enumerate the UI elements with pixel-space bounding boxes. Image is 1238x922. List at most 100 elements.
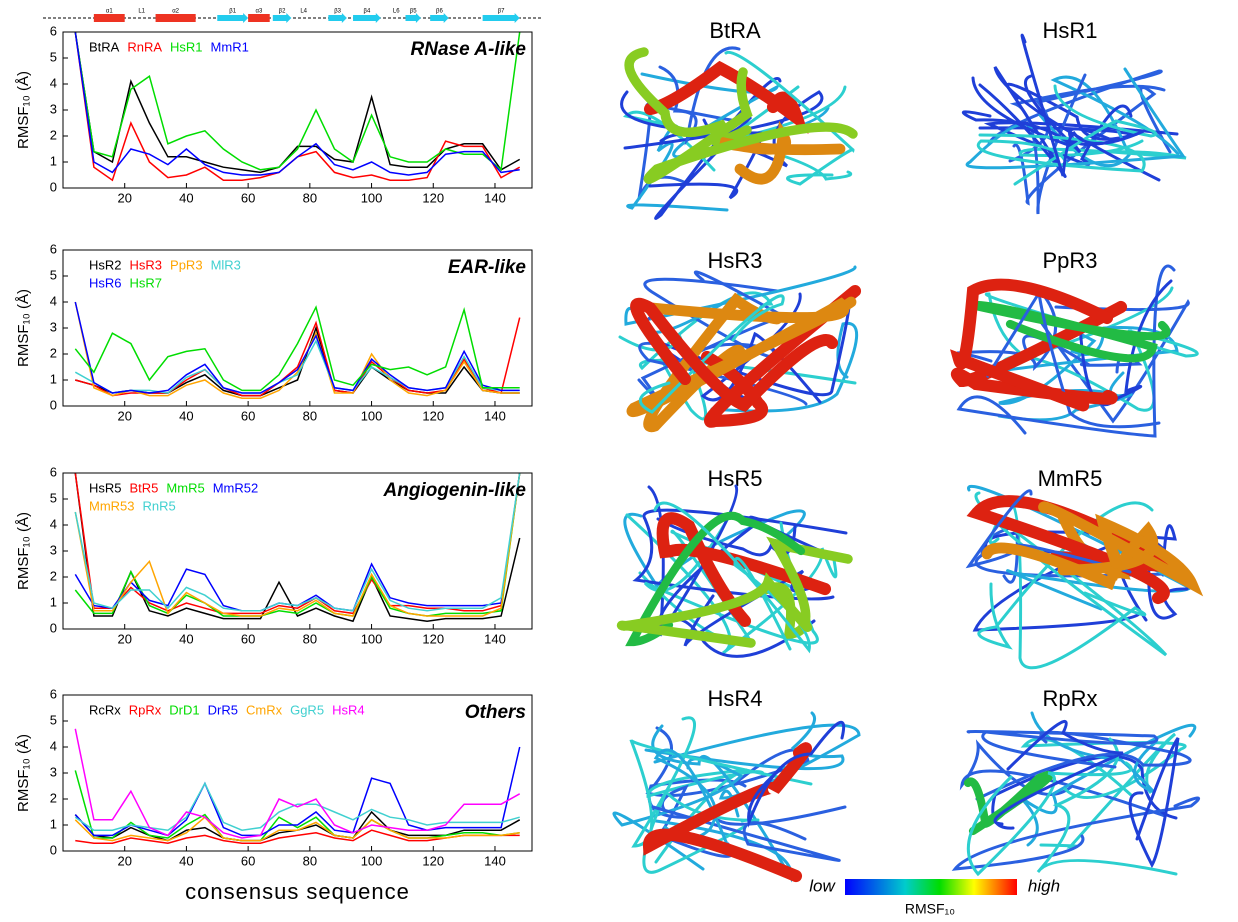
y-tick-label: 3 (50, 319, 57, 334)
plot-area (74, 728, 521, 844)
ss-label: β3 (334, 9, 341, 15)
ss-strand (272, 13, 292, 23)
x-tick-label: 140 (484, 408, 506, 423)
x-tick-label: 60 (241, 408, 255, 423)
y-tick-label: 0 (50, 179, 57, 194)
y-tick-label: 4 (50, 75, 57, 90)
y-tick-label: 5 (50, 49, 57, 64)
ss-strand (353, 13, 381, 23)
x-tick-label: 80 (303, 631, 317, 646)
ss-label: β2 (279, 9, 286, 15)
plot-area (74, 473, 521, 623)
protein-cartoon (642, 742, 813, 883)
x-tick-label: 80 (303, 190, 317, 205)
ss-label: L6 (393, 9, 400, 15)
protein-cartoon (630, 297, 839, 412)
protein-cartoon (747, 720, 846, 828)
protein-cartoon (724, 50, 855, 186)
x-tick-label: 100 (361, 190, 383, 205)
ss-label: β5 (410, 9, 417, 15)
x-tick-label: 100 (361, 408, 383, 423)
chart-title: Angiogenin-like (383, 480, 527, 501)
protein-cartoon (651, 724, 793, 883)
legend-entry: BtR5 (130, 480, 159, 495)
legend-entry: PpR3 (170, 257, 203, 272)
x-tick-label: 140 (484, 853, 506, 868)
x-tick-label: 20 (117, 190, 131, 205)
structure-label: MmR5 (1038, 466, 1103, 491)
protein-cartoon (981, 521, 1159, 591)
protein-cartoon (978, 66, 1161, 182)
protein-cartoon (651, 805, 841, 862)
y-tick-label: 1 (50, 816, 57, 831)
series-line (74, 305, 520, 392)
colorbar-label: RMSF₁₀ (905, 901, 955, 917)
x-tick-label: 100 (361, 853, 383, 868)
legend-entry: HsR3 (130, 257, 163, 272)
y-tick-label: 6 (50, 241, 57, 256)
x-tick-label: 40 (179, 631, 193, 646)
x-tick-label: 60 (241, 190, 255, 205)
series-line (75, 325, 520, 397)
protein-cartoon (970, 300, 1171, 363)
y-axis-label: RMSF₁₀ (Å) (15, 512, 32, 590)
chart-title: Others (465, 702, 526, 723)
x-tick-label: 20 (117, 631, 131, 646)
legend-entry: HsR6 (89, 275, 122, 290)
ss-label: β1 (229, 9, 236, 15)
protein-cartoon (950, 278, 1114, 412)
y-tick-label: 5 (50, 712, 57, 727)
x-tick-label: 120 (422, 408, 444, 423)
y-tick-label: 6 (50, 686, 57, 701)
ss-label: α3 (256, 9, 263, 15)
ss-strand (430, 13, 449, 23)
x-tick-label: 60 (241, 631, 255, 646)
protein-cartoon (1036, 737, 1178, 876)
legend-entry: MmR5 (166, 480, 204, 495)
structure-label: HsR1 (1042, 18, 1097, 43)
protein-cartoon (644, 711, 845, 771)
ss-helix (248, 14, 270, 22)
x-tick-label: 120 (422, 631, 444, 646)
series-line (74, 816, 520, 842)
legend-entry: DrD1 (169, 702, 199, 717)
y-tick-label: 0 (50, 397, 57, 412)
x-tick-label: 140 (484, 190, 506, 205)
ss-label: α2 (172, 9, 179, 15)
protein-cartoon (977, 501, 1154, 650)
y-tick-label: 3 (50, 764, 57, 779)
protein-cartoon (653, 723, 861, 818)
plot-area (74, 32, 521, 182)
x-tick-label: 80 (303, 408, 317, 423)
protein-cartoon (700, 284, 862, 428)
series-line (74, 32, 521, 172)
y-tick-label: 0 (50, 842, 57, 857)
protein-cartoon (629, 716, 813, 848)
legend-entry: HsR4 (332, 702, 365, 717)
y-axis-label: RMSF₁₀ (Å) (15, 289, 32, 367)
ss-strand (482, 13, 520, 23)
y-axis-label: RMSF₁₀ (Å) (15, 71, 32, 149)
y-tick-label: 3 (50, 542, 57, 557)
colorbar (845, 879, 1017, 895)
protein-cartoon (1013, 84, 1158, 186)
chart-title: RNase A-like (411, 39, 527, 60)
x-tick-label: 140 (484, 631, 506, 646)
y-tick-label: 3 (50, 101, 57, 116)
legend-entry: MlR3 (211, 257, 241, 272)
y-tick-label: 4 (50, 293, 57, 308)
ss-label: β6 (436, 9, 443, 15)
protein-cartoon (963, 770, 1054, 836)
y-axis-label: RMSF₁₀ (Å) (15, 734, 32, 812)
legend-entry: CmRx (246, 702, 283, 717)
ss-label: β4 (364, 9, 371, 15)
protein-cartoon (617, 572, 813, 648)
protein-cartoon (718, 120, 846, 185)
series-line (74, 770, 520, 842)
series-line (74, 301, 520, 394)
series-line (74, 473, 521, 612)
legend-entry: HsR5 (89, 480, 122, 495)
series-line (75, 317, 521, 397)
x-tick-label: 40 (179, 190, 193, 205)
structure-label: HsR4 (707, 686, 762, 711)
